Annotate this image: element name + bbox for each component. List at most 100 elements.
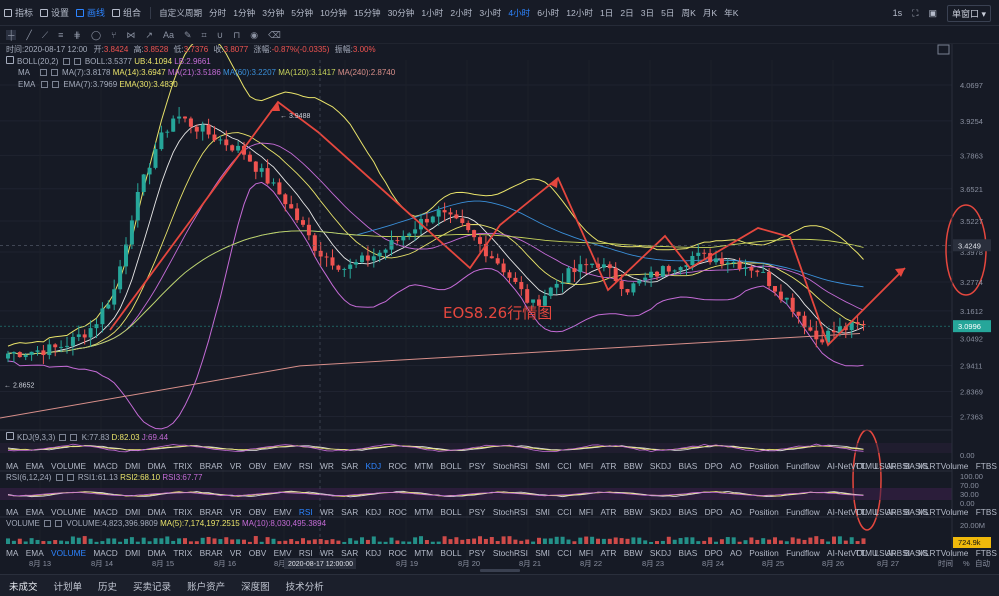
indicator-tab[interactable]: MLR [918, 460, 936, 471]
indicator-tab[interactable]: CCI [557, 506, 572, 517]
trash-icon[interactable]: ⌫ [268, 29, 281, 40]
period-option[interactable]: 1日 [600, 7, 614, 18]
indicator-tab[interactable]: BBW [623, 460, 643, 471]
indicator-tab[interactable]: TRIX [173, 460, 193, 471]
indicator-tab[interactable]: TRIX [173, 547, 193, 558]
bottom-tab[interactable]: 未成交 [9, 581, 38, 593]
indicator-tab[interactable]: AI-BSI [886, 460, 911, 471]
indicator-tab[interactable]: MTM [414, 506, 434, 517]
period-option[interactable]: 年K [724, 7, 739, 18]
period-option[interactable]: 2日 [620, 7, 634, 18]
indicator-tab[interactable]: ROC [388, 506, 407, 517]
minus-icon[interactable] [6, 432, 14, 440]
indicator-tab[interactable]: TVolume [935, 506, 969, 517]
settings-icon[interactable] [39, 69, 47, 76]
indicator-tab[interactable]: BIAS [678, 547, 698, 558]
indicator-tab[interactable]: AO [729, 460, 742, 471]
indicator-tab[interactable]: EMV [273, 460, 292, 471]
tool-gear[interactable]: 设置 [40, 6, 69, 19]
period-option[interactable]: 周K [681, 7, 696, 18]
indicator-tab[interactable]: AI-BSI [886, 547, 911, 558]
indicator-tab[interactable]: CCI [557, 460, 572, 471]
indicator-tab[interactable]: SMI [535, 460, 550, 471]
indicator-tab[interactable]: PSY [468, 547, 486, 558]
indicator-tab[interactable]: BASIS [903, 547, 929, 558]
interval-selector[interactable]: 1s [892, 8, 903, 18]
bottom-tab[interactable]: 计划单 [53, 581, 83, 593]
indicator-tab[interactable]: RSI [298, 460, 313, 471]
line-icon[interactable]: ╱ [26, 29, 32, 40]
tool-layout[interactable]: 组合 [112, 6, 141, 19]
indicator-tab[interactable]: StochRSI [492, 506, 528, 517]
close-icon[interactable] [73, 58, 81, 65]
indicator-tab[interactable]: EMV [273, 506, 292, 517]
indicator-tab[interactable]: DMA [147, 506, 167, 517]
indicator-tab[interactable]: LSUR [874, 506, 897, 517]
indicator-tab[interactable]: BRAR [199, 506, 223, 517]
indicator-tab[interactable]: SAR [341, 506, 359, 517]
indicator-tab[interactable]: Fundflow [786, 506, 820, 517]
layout-select[interactable]: 单窗口 ▾ [946, 4, 991, 22]
indicator-tab[interactable]: TTMU [855, 547, 879, 558]
fullscreen-icon[interactable]: ⛶ [912, 7, 919, 18]
indicator-tab[interactable]: MFI [578, 506, 594, 517]
indicator-tab[interactable]: MLR [918, 547, 936, 558]
indicator-tab[interactable]: BOLL [440, 460, 462, 471]
indicator-tab[interactable]: VOLUME [51, 506, 87, 517]
indicator-tab[interactable]: SKDJ [649, 547, 672, 558]
indicator-tab[interactable]: PSY [468, 460, 486, 471]
bottom-tab[interactable]: 历史 [98, 581, 118, 593]
indicator-tab[interactable]: DMI [125, 460, 141, 471]
indicator-tab[interactable]: EMA [25, 506, 44, 517]
indicator-tab[interactable]: DPO [704, 460, 723, 471]
indicator-tab[interactable]: BOLL [440, 506, 462, 517]
fib-icon[interactable]: ⋕ [73, 29, 81, 40]
indicator-tab[interactable]: PSY [468, 506, 486, 517]
indicator-tab[interactable]: DPO [704, 506, 723, 517]
indicator-tab[interactable]: BIAS [678, 506, 698, 517]
indicator-tab[interactable]: BASIS [903, 506, 929, 517]
indicator-tab[interactable]: MACD [93, 547, 118, 558]
indicator-tab[interactable]: FTBS [975, 460, 997, 471]
minus-icon[interactable] [6, 56, 14, 64]
indicator-tab[interactable]: SKDJ [649, 506, 672, 517]
cursor-icon[interactable]: ┼ [6, 30, 17, 40]
period-option[interactable]: 6小时 [537, 7, 560, 18]
indicator-tab[interactable]: LSUR [874, 547, 897, 558]
indicator-tab[interactable]: AO [729, 506, 742, 517]
indicator-tab[interactable]: DPO [704, 547, 723, 558]
indicator-tab[interactable]: AI-BSI [886, 506, 911, 517]
indicator-tab[interactable]: TTMU [855, 506, 879, 517]
indicator-tab[interactable]: VOLUME [51, 460, 87, 471]
period-option[interactable]: 分时 [209, 7, 227, 18]
indicator-tab[interactable]: VR [229, 547, 242, 558]
indicator-tab[interactable]: MA [6, 506, 19, 517]
period-option[interactable]: 3日 [640, 7, 655, 18]
indicator-tab[interactable]: BBW [623, 506, 643, 517]
close-icon[interactable] [55, 520, 63, 527]
eye-icon[interactable]: ◉ [250, 29, 259, 40]
indicator-tab[interactable]: AI-NetVOL [827, 547, 868, 558]
indicator-tab[interactable]: DMA [147, 547, 167, 558]
indicator-tab[interactable]: SAR [341, 460, 359, 471]
indicator-tab[interactable]: TVolume [935, 460, 969, 471]
period-option[interactable]: 5日 [661, 7, 675, 18]
pattern-icon[interactable]: ⋈ [126, 29, 136, 40]
indicator-tab[interactable]: TVolume [935, 547, 969, 558]
indicator-tab[interactable]: EMA [25, 460, 44, 471]
brush-icon[interactable]: ✎ [183, 29, 192, 40]
close-icon[interactable] [50, 69, 58, 76]
tool-pen[interactable]: 画线 [76, 6, 105, 19]
indicator-tab[interactable]: EMA [25, 547, 44, 558]
indicator-tab[interactable]: MLR [918, 506, 936, 517]
close-icon[interactable] [70, 434, 78, 441]
indicator-tab[interactable]: BOLL [440, 547, 462, 558]
indicator-tab[interactable]: LSUR [874, 460, 897, 471]
indicator-tab[interactable]: BBW [623, 547, 643, 558]
period-option[interactable]: 3分钟 [262, 7, 285, 18]
indicator-tab[interactable]: SKDJ [649, 460, 672, 471]
indicator-tab[interactable]: TTMU [855, 460, 879, 471]
settings-icon[interactable] [62, 58, 70, 65]
period-option[interactable]: 1分钟 [233, 7, 256, 18]
indicator-tab[interactable]: SAR [341, 547, 359, 558]
